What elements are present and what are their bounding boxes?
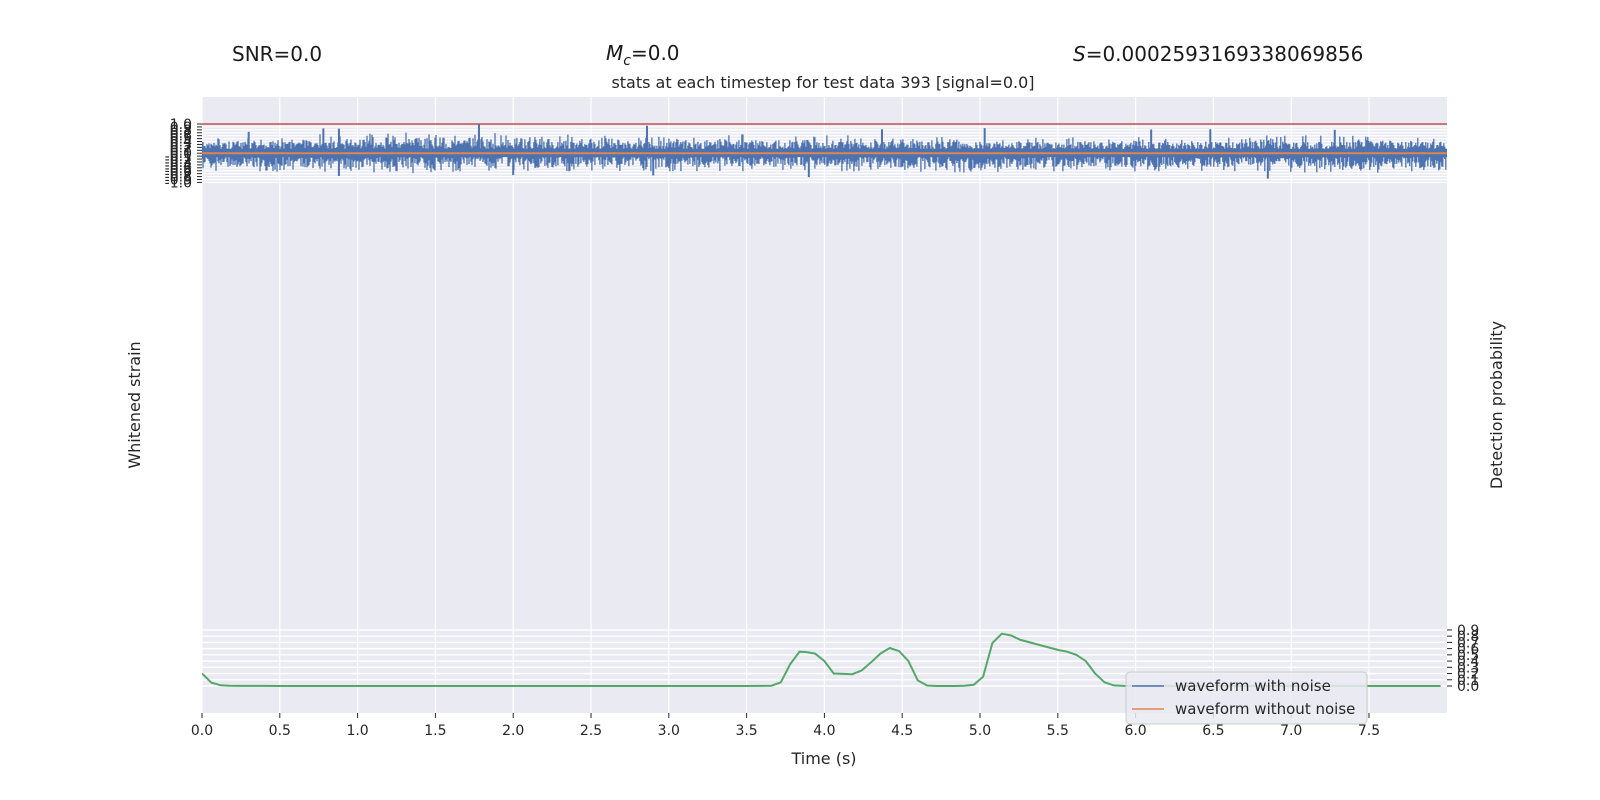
y-tick-label: -0.3 — [165, 155, 192, 171]
y-tick-label: -0.6 — [165, 164, 192, 180]
y-tick-label: 0.6 — [170, 129, 192, 145]
x-tick-label: 2.0 — [502, 723, 524, 739]
y-tick-label: 0.5 — [170, 132, 192, 148]
x-tick-label: 0.5 — [269, 723, 291, 739]
y-tick-label: 0.1 — [170, 143, 192, 159]
x-tick-label: 5.0 — [969, 723, 991, 739]
y-tick-label: -0.4 — [165, 158, 192, 174]
y-tick-label: 0.3 — [170, 137, 192, 153]
x-axis-ticks: 0.0 0.5 1.0 1.5 2.0 2.5 3.0 3.5 4.0 4.5 5.0 5.5 6.0 6… — [191, 713, 1380, 739]
x-tick-label: 2.5 — [580, 723, 602, 739]
y-tick-label: 0.2 — [170, 140, 192, 156]
y2-tick-label: 0.3 — [1457, 660, 1479, 676]
chart-title: stats at each timestep for test data 393… — [611, 73, 1034, 92]
y-tick-label: -0.5 — [165, 161, 192, 177]
y2-tick-label: 0.0 — [1457, 679, 1479, 695]
y2-tick-label: 0.1 — [1457, 673, 1479, 689]
y-tick-label: 0.8 — [170, 123, 192, 139]
y-tick-label: 1.0 — [170, 117, 192, 133]
s-symbol: S — [1073, 42, 1086, 66]
legend: waveform with noise waveform without noi… — [1125, 671, 1368, 725]
y-tick-label: 0.4 — [170, 135, 192, 151]
s-value: =0.0002593169338069856 — [1086, 42, 1364, 66]
legend-label-clean: waveform without noise — [1175, 700, 1355, 718]
chirp-mass-value: =0.0 — [631, 41, 680, 65]
y-axis-ticks: 1.00.90.80.70.60.50.40.30.20.10.0-0.1-0.… — [165, 117, 202, 191]
x-tick-label: 6.5 — [1202, 723, 1224, 739]
y2-tick-label: 0.8 — [1457, 629, 1479, 645]
y-tick-label: -0.1 — [165, 149, 192, 165]
y-tick-label: 0.7 — [170, 126, 192, 142]
y-tick-label: 0.9 — [170, 120, 192, 136]
y2-tick-label: 0.4 — [1457, 654, 1479, 670]
x-tick-label: 0.0 — [191, 723, 213, 739]
x-tick-label: 6.0 — [1124, 723, 1146, 739]
x-tick-label: 7.5 — [1358, 723, 1380, 739]
series-detection-probability — [202, 632, 1441, 687]
y-tick-label: 0.0 — [170, 146, 192, 162]
x-axis-label: Time (s) — [790, 749, 856, 768]
y2-tick-label: 0.7 — [1457, 635, 1479, 651]
chirp-mass-symbol: M — [606, 41, 623, 65]
y-tick-label: -0.8 — [165, 170, 192, 186]
s-statistic-label: S=0.0002593169338069856 — [1073, 42, 1363, 66]
x-tick-label: 4.0 — [813, 723, 835, 739]
y-axis-label: Whitened strain — [125, 341, 144, 468]
x-tick-label: 1.0 — [346, 723, 368, 739]
y2-tick-label: 0.2 — [1457, 667, 1479, 683]
x-tick-label: 5.5 — [1047, 723, 1069, 739]
y2-tick-label: 0.9 — [1457, 623, 1479, 639]
snr-label: SNR=0.0 — [232, 42, 322, 66]
legend-label-noise: waveform with noise — [1175, 677, 1331, 695]
x-tick-label: 3.5 — [735, 723, 757, 739]
y2-axis-ticks: 0.90.80.70.60.50.40.30.20.10.0 — [1447, 623, 1479, 695]
y-tick-label: -1.0 — [165, 175, 192, 191]
x-tick-label: 3.0 — [658, 723, 680, 739]
y2-tick-label: 0.5 — [1457, 648, 1479, 664]
y-tick-label: -0.9 — [165, 172, 192, 188]
y-tick-label: -0.7 — [165, 167, 192, 183]
x-tick-label: 7.0 — [1280, 723, 1302, 739]
x-tick-label: 1.5 — [424, 723, 446, 739]
y-tick-label: -0.2 — [165, 152, 192, 168]
x-tick-label: 4.5 — [891, 723, 913, 739]
y2-axis-label: Detection probability — [1487, 321, 1506, 489]
legend-box — [1125, 671, 1368, 725]
y2-tick-label: 0.6 — [1457, 642, 1479, 658]
chirp-mass-label: Mc=0.0 — [606, 41, 680, 69]
chirp-mass-subscript: c — [623, 53, 631, 69]
